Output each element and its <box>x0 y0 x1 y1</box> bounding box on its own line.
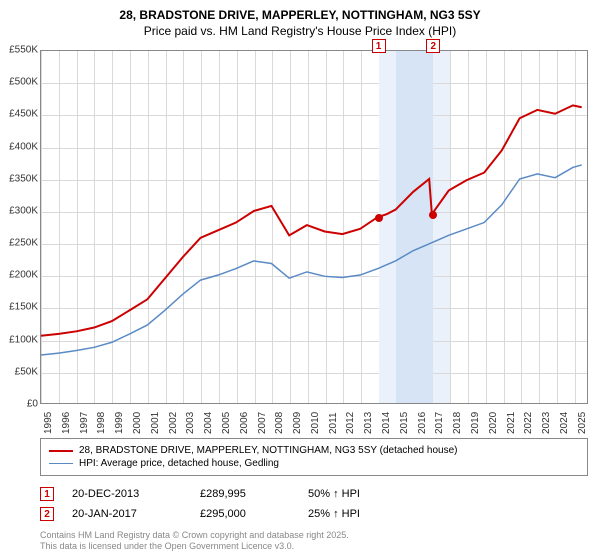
title-line-2: Price paid vs. HM Land Registry's House … <box>0 24 600 40</box>
y-tick-label: £300K <box>9 205 38 216</box>
x-tick-label: 1995 <box>43 412 54 434</box>
sales-table: 1 20-DEC-2013 £289,995 50% ↑ HPI 2 20-JA… <box>40 484 588 524</box>
x-tick-label: 2022 <box>523 412 534 434</box>
x-tick-label: 2005 <box>221 412 232 434</box>
sale-price-2: £295,000 <box>200 508 290 520</box>
y-tick-label: £550K <box>9 45 38 56</box>
sales-row: 1 20-DEC-2013 £289,995 50% ↑ HPI <box>40 484 588 504</box>
sale-delta-1: 50% ↑ HPI <box>308 488 408 500</box>
legend-row: 28, BRADSTONE DRIVE, MAPPERLEY, NOTTINGH… <box>49 445 579 456</box>
x-tick-label: 2002 <box>168 412 179 434</box>
x-tick-label: 2001 <box>150 412 161 434</box>
y-tick-label: £0 <box>27 399 38 410</box>
footer-attribution: Contains HM Land Registry data © Crown c… <box>40 530 349 553</box>
sale-marker-1: 1 <box>40 487 54 501</box>
x-tick-label: 2004 <box>203 412 214 434</box>
footer-line-2: This data is licensed under the Open Gov… <box>40 541 349 552</box>
series-svg <box>41 51 587 403</box>
x-tick-label: 2018 <box>452 412 463 434</box>
sales-row: 2 20-JAN-2017 £295,000 25% ↑ HPI <box>40 504 588 524</box>
x-tick-label: 2009 <box>292 412 303 434</box>
x-tick-label: 1998 <box>96 412 107 434</box>
title-block: 28, BRADSTONE DRIVE, MAPPERLEY, NOTTINGH… <box>0 0 600 39</box>
x-tick-label: 2021 <box>506 412 517 434</box>
footer-line-1: Contains HM Land Registry data © Crown c… <box>40 530 349 541</box>
x-tick-label: 2010 <box>310 412 321 434</box>
y-tick-label: £350K <box>9 173 38 184</box>
x-tick-label: 2024 <box>559 412 570 434</box>
series-hpi <box>41 165 582 355</box>
x-tick-label: 2020 <box>488 412 499 434</box>
legend-label-0: 28, BRADSTONE DRIVE, MAPPERLEY, NOTTINGH… <box>79 445 457 456</box>
x-tick-label: 2003 <box>185 412 196 434</box>
legend-box: 28, BRADSTONE DRIVE, MAPPERLEY, NOTTINGH… <box>40 438 588 476</box>
series-price_paid <box>41 105 582 335</box>
y-tick-label: £500K <box>9 77 38 88</box>
x-tick-label: 1999 <box>114 412 125 434</box>
legend-swatch-1 <box>49 463 73 464</box>
legend-row: HPI: Average price, detached house, Gedl… <box>49 458 579 469</box>
x-tick-label: 2011 <box>328 412 339 434</box>
chart-plot-area: 12 <box>40 50 588 404</box>
x-tick-label: 2008 <box>274 412 285 434</box>
y-tick-label: £50K <box>15 366 38 377</box>
legend-label-1: HPI: Average price, detached house, Gedl… <box>79 458 279 469</box>
x-tick-label: 2025 <box>577 412 588 434</box>
x-tick-label: 2014 <box>381 412 392 434</box>
sale-marker-2: 2 <box>40 507 54 521</box>
sale-date-1: 20-DEC-2013 <box>72 488 182 500</box>
x-tick-label: 2013 <box>363 412 374 434</box>
x-tick-label: 2023 <box>541 412 552 434</box>
sale-point-dot <box>375 214 383 222</box>
legend-swatch-0 <box>49 450 73 452</box>
x-tick-label: 2007 <box>257 412 268 434</box>
y-tick-label: £450K <box>9 109 38 120</box>
chart-marker-1: 1 <box>372 39 386 53</box>
x-tick-label: 2017 <box>434 412 445 434</box>
y-tick-label: £400K <box>9 141 38 152</box>
x-tick-label: 1997 <box>79 412 90 434</box>
x-tick-label: 2019 <box>470 412 481 434</box>
y-tick-label: £100K <box>9 334 38 345</box>
x-tick-label: 2016 <box>417 412 428 434</box>
x-tick-label: 2015 <box>399 412 410 434</box>
x-tick-label: 2012 <box>345 412 356 434</box>
x-tick-label: 2000 <box>132 412 143 434</box>
chart-marker-2: 2 <box>426 39 440 53</box>
title-line-1: 28, BRADSTONE DRIVE, MAPPERLEY, NOTTINGH… <box>0 8 600 24</box>
y-tick-label: £250K <box>9 238 38 249</box>
chart-container: 28, BRADSTONE DRIVE, MAPPERLEY, NOTTINGH… <box>0 0 600 560</box>
y-tick-label: £200K <box>9 270 38 281</box>
x-tick-label: 2006 <box>239 412 250 434</box>
sale-price-1: £289,995 <box>200 488 290 500</box>
y-tick-label: £150K <box>9 302 38 313</box>
sale-date-2: 20-JAN-2017 <box>72 508 182 520</box>
x-tick-label: 1996 <box>61 412 72 434</box>
sale-point-dot <box>429 211 437 219</box>
sale-delta-2: 25% ↑ HPI <box>308 508 408 520</box>
